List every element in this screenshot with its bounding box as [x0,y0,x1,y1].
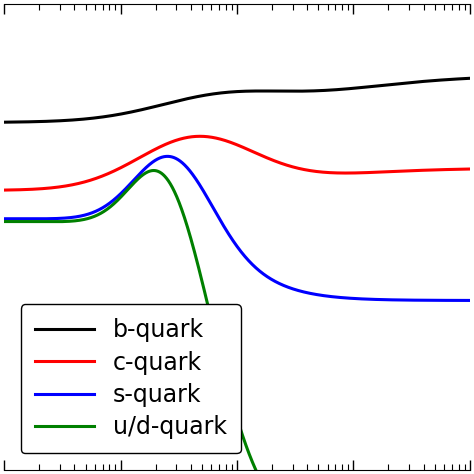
Legend: b-quark, c-quark, s-quark, u/d-quark: b-quark, c-quark, s-quark, u/d-quark [21,304,241,453]
